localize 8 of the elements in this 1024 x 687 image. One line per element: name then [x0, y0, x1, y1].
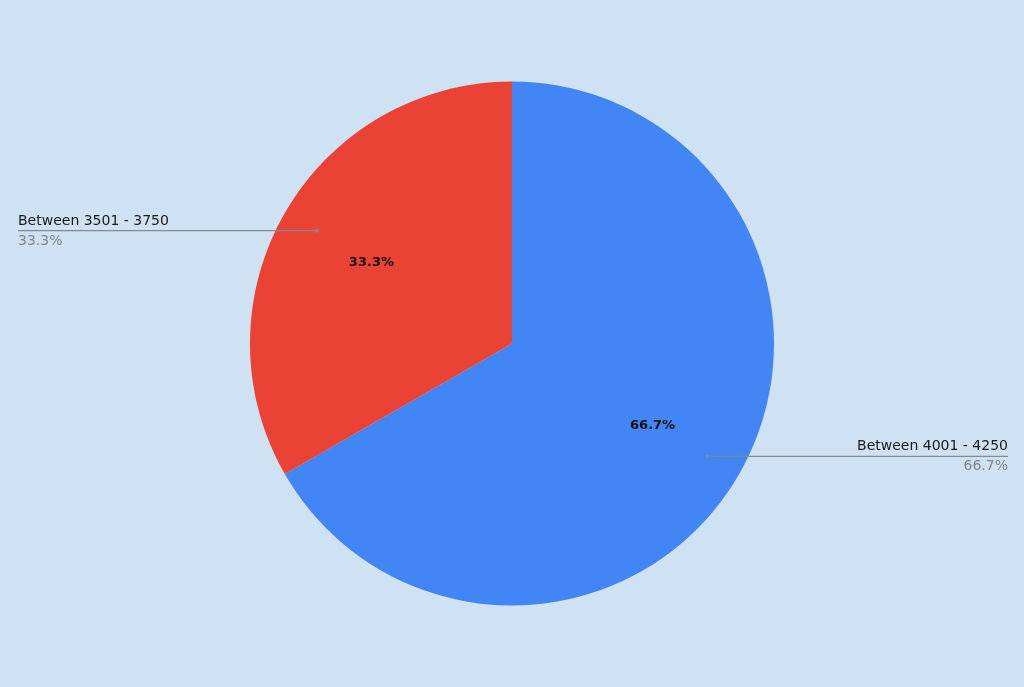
pie-slice	[284, 81, 774, 606]
data-label: 33.3%	[348, 254, 394, 270]
pie-slice	[250, 81, 512, 475]
text: 33.3%	[18, 231, 63, 248]
slice-label: Between 3501 - 3750	[18, 211, 169, 228]
data-label: 66.7%	[630, 416, 676, 432]
slice-label: Between 4001 - 4250	[857, 437, 1008, 454]
text: 66.7%	[963, 457, 1008, 474]
